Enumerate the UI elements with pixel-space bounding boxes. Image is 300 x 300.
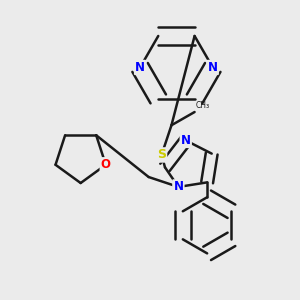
Text: N: N (135, 61, 145, 74)
Text: S: S (157, 148, 166, 161)
Text: N: N (208, 61, 218, 74)
Text: CH₃: CH₃ (195, 101, 209, 110)
Text: N: N (173, 180, 183, 194)
Text: N: N (181, 134, 191, 147)
Text: O: O (101, 158, 111, 171)
